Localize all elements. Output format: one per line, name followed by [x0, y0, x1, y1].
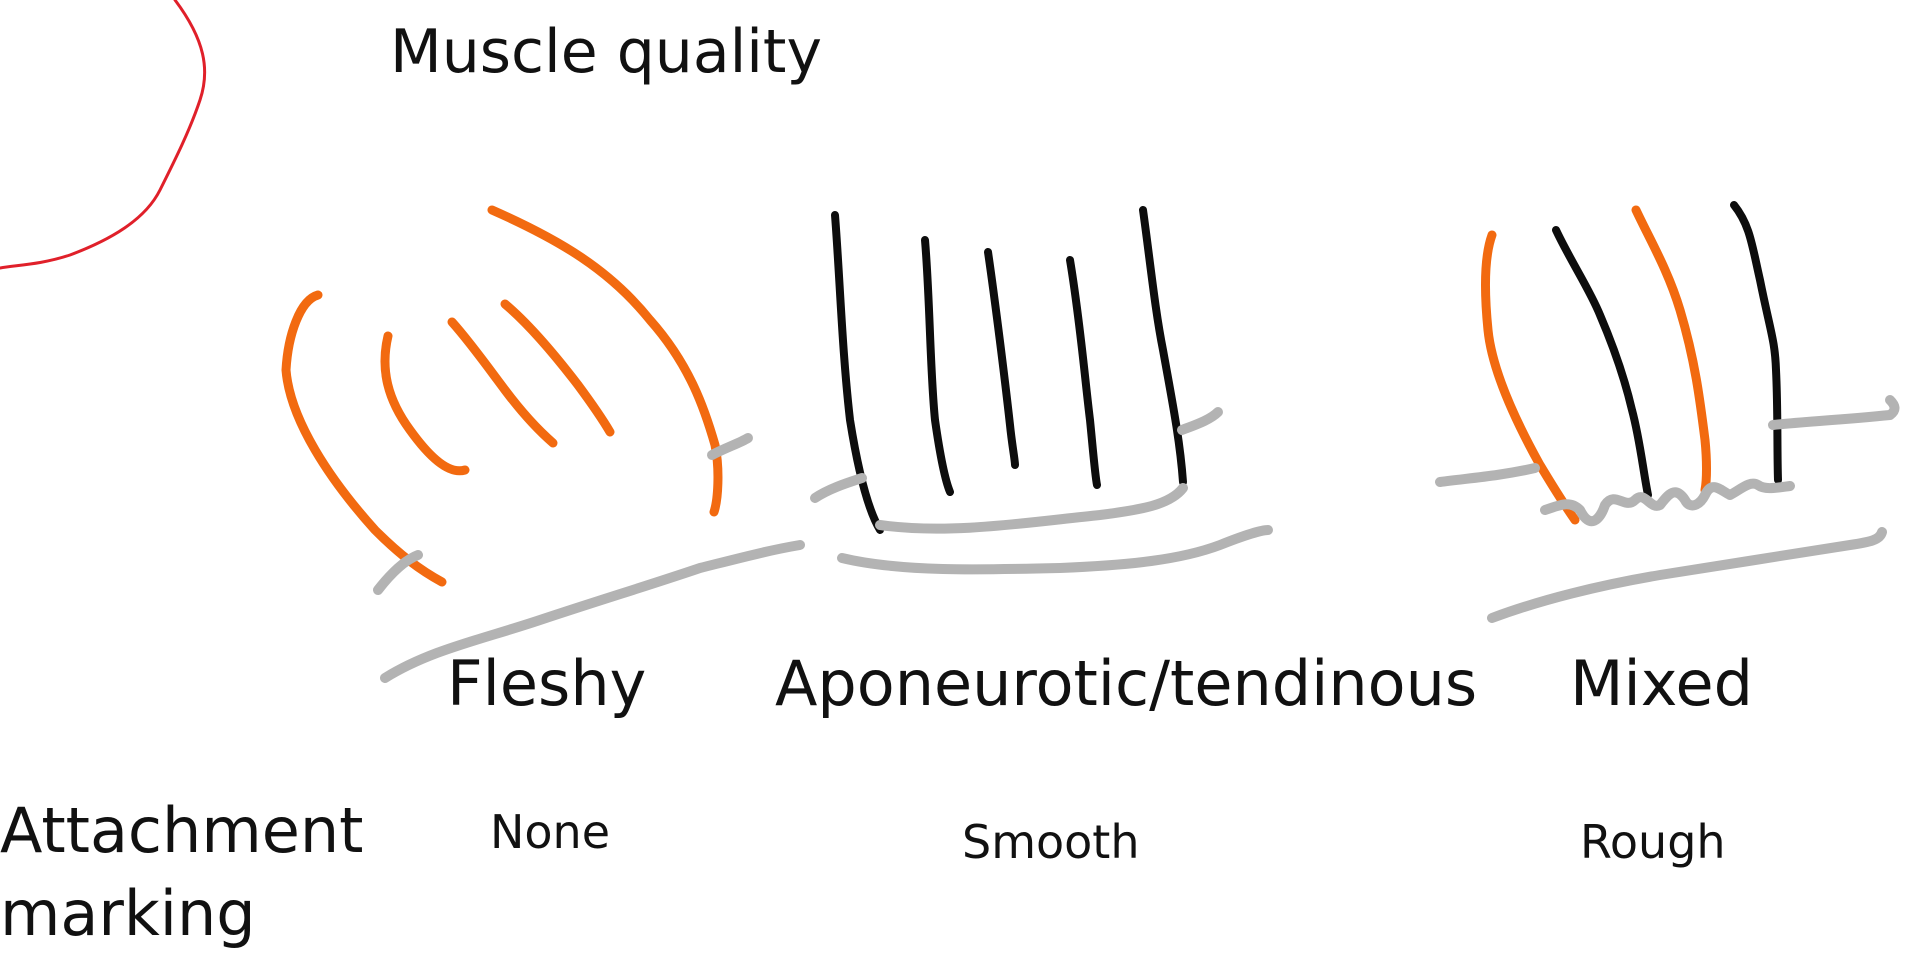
tendon-fiber-2	[921, 236, 954, 496]
fleshy-bone-surface	[380, 540, 805, 683]
tendon-fiber-3	[984, 248, 1019, 469]
mixed-fiber-black-2	[1730, 201, 1782, 484]
aponeurotic-illustration	[810, 206, 1273, 575]
aponeurotic-gray-tick-right	[1177, 407, 1223, 435]
red-annotation-arc	[0, 0, 207, 270]
tendon-fiber-4	[1066, 256, 1101, 489]
fleshy-fiber-3	[447, 317, 558, 448]
mixed-gray-tick-right	[1768, 395, 1900, 430]
fleshy-gray-tick-right	[707, 433, 753, 460]
tendon-fiber-5	[1139, 206, 1187, 486]
label-mixed: Mixed	[1570, 647, 1753, 720]
label-aponeurotic: Aponeurotic/tendinous	[775, 647, 1477, 720]
fleshy-illustration	[281, 205, 805, 683]
fleshy-fiber-2	[380, 331, 470, 476]
row-label-attachment: Attachment	[0, 794, 363, 867]
aponeurotic-bone-surface	[837, 525, 1273, 575]
mixed-illustration	[1435, 201, 1900, 623]
mixed-fiber-black-1	[1552, 226, 1652, 499]
marking-mixed: Rough	[1580, 815, 1726, 869]
fleshy-gray-tick-left	[373, 550, 423, 595]
aponeurotic-gray-tick-left	[810, 473, 867, 503]
mixed-bone-surface	[1487, 527, 1887, 623]
mixed-rough-attachment	[1540, 478, 1795, 527]
mixed-gray-tick-left	[1435, 463, 1540, 487]
label-fleshy: Fleshy	[447, 647, 646, 720]
mixed-fiber-orange-1	[1481, 230, 1580, 525]
fleshy-fiber-4	[500, 299, 615, 437]
aponeurosis-sheet	[875, 483, 1188, 534]
mixed-fiber-orange-2	[1631, 205, 1711, 495]
diagram-title: Muscle quality	[390, 17, 822, 87]
fleshy-fiber-5	[487, 205, 723, 517]
marking-aponeurotic: Smooth	[962, 815, 1140, 869]
marking-fleshy: None	[490, 805, 610, 859]
row-label-marking: marking	[0, 877, 256, 950]
tendon-fiber-1	[831, 211, 884, 534]
